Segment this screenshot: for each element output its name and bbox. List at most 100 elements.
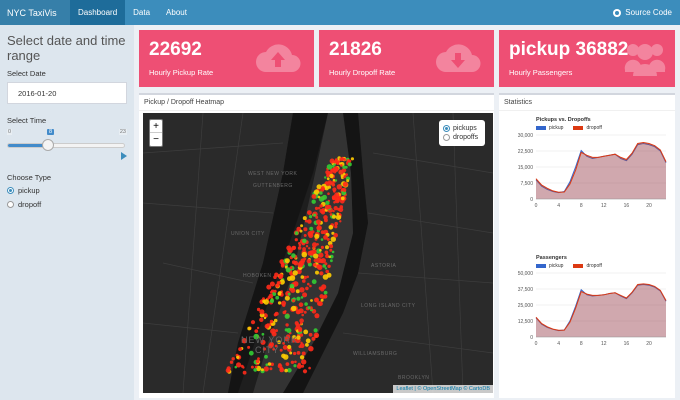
heat-dot (318, 286, 323, 290)
heat-dot (317, 195, 321, 199)
heatmap-box-title: Pickup / Dropoff Heatmap (139, 95, 494, 111)
heat-dot (302, 247, 306, 251)
heat-dot (267, 296, 271, 299)
heat-dot (286, 245, 292, 251)
slider-track[interactable] (7, 143, 125, 148)
heat-dot (264, 354, 268, 359)
date-label: Select Date (7, 69, 46, 78)
zoom-in-button[interactable]: + (150, 120, 162, 133)
app-title[interactable]: NYC TaxiVis (0, 0, 70, 25)
heat-dot (319, 271, 324, 276)
heat-dot (331, 214, 337, 219)
heat-dot (298, 345, 302, 348)
legend-item-dropoff: dropoff (573, 125, 602, 131)
heat-dot (266, 323, 270, 327)
heat-dot (333, 160, 337, 164)
heat-dot (331, 250, 335, 254)
heat-dot (314, 233, 320, 239)
layer-dropoffs-radio[interactable] (443, 134, 450, 141)
heat-dot (319, 204, 323, 208)
x-tick-label: 0 (535, 341, 538, 347)
tab-data[interactable]: Data (133, 8, 151, 17)
cloud-upload-icon (256, 44, 301, 72)
heat-dot (273, 289, 277, 293)
heat-dot (282, 345, 288, 350)
statistics-box-title: Statistics (499, 95, 675, 111)
layer-pickups-radio[interactable] (443, 125, 450, 132)
heat-dot (274, 344, 278, 348)
heat-dot (348, 159, 352, 163)
heat-dot (311, 336, 316, 341)
heat-dot (284, 295, 290, 301)
heat-dot (276, 281, 280, 285)
heat-dot (336, 212, 339, 216)
heat-dot (350, 157, 354, 161)
heat-dot (296, 296, 301, 301)
heat-dot (307, 219, 312, 224)
heat-dot (284, 258, 290, 264)
slider-value-label: 8 (47, 129, 55, 135)
y-tick-label: 7,500 (520, 181, 533, 187)
heat-dot (287, 344, 292, 350)
layer-pickups[interactable]: pickups (443, 125, 481, 132)
heat-dot (291, 299, 296, 303)
heat-dot (299, 287, 305, 293)
heat-dot (332, 209, 335, 213)
heat-dot (313, 213, 317, 217)
heat-dot (254, 329, 259, 333)
heat-dot (329, 213, 333, 216)
heat-dot (285, 323, 289, 327)
source-code-link[interactable]: Source Code (613, 0, 672, 25)
heat-dot (309, 250, 314, 255)
heat-dot (253, 333, 259, 340)
source-code-label: Source Code (625, 8, 672, 17)
heat-dot (339, 205, 344, 209)
heat-dot (290, 360, 295, 364)
heat-dot (247, 345, 251, 349)
x-tick-label: 16 (624, 203, 630, 209)
heat-dot (299, 267, 302, 270)
heat-dot (333, 190, 336, 193)
play-icon[interactable] (121, 152, 127, 160)
pickup-rate-value: 22692 (149, 39, 202, 60)
heat-dot (326, 238, 330, 241)
radio-pickup[interactable]: pickup (7, 186, 127, 195)
heat-dot (293, 351, 297, 356)
dropoff-rate-value: 21826 (329, 39, 382, 60)
heat-dot (330, 259, 333, 263)
heat-dot (325, 245, 329, 250)
map-attribution[interactable]: Leaflet | © OpenStreetMap © CartoDB (393, 385, 493, 393)
radio-pickup-indicator[interactable] (7, 187, 14, 194)
heat-dot (320, 298, 324, 302)
tab-dashboard[interactable]: Dashboard (70, 0, 126, 25)
date-input[interactable]: 2016-01-20 (7, 82, 127, 104)
heatmap-map[interactable]: WEST NEW YORK GUTTENBERG UNION CITY HOBO… (143, 113, 493, 393)
radio-dropoff[interactable]: dropoff (7, 200, 127, 209)
heat-dot (303, 329, 309, 335)
heat-dot (307, 306, 311, 310)
heat-dot (322, 187, 326, 191)
layer-dropoffs[interactable]: dropoffs (443, 134, 481, 141)
time-slider[interactable]: 0 8 23 (7, 129, 127, 163)
heat-dot (334, 192, 340, 198)
heat-dot (318, 252, 324, 258)
heat-dot (284, 313, 290, 319)
slider-handle[interactable] (42, 139, 55, 151)
zoom-out-button[interactable]: − (153, 134, 159, 145)
heat-dot (296, 335, 301, 340)
map-canvas[interactable] (143, 113, 493, 393)
y-tick-label: 25,000 (518, 303, 534, 309)
radio-dropoff-indicator[interactable] (7, 201, 14, 208)
y-tick-label: 50,000 (518, 271, 534, 277)
tab-about[interactable]: About (166, 8, 187, 17)
y-tick-label: 12,500 (518, 319, 534, 325)
heat-dot (269, 298, 275, 304)
heat-dot (277, 292, 282, 296)
heat-dot (329, 173, 334, 179)
heat-dot (270, 362, 274, 367)
layer-control: pickups dropoffs (439, 120, 485, 146)
value-box-dropoff-rate: 21826 Hourly Dropoff Rate (319, 30, 494, 87)
heat-dot (315, 270, 319, 275)
heat-dot (334, 158, 338, 161)
heat-dot (275, 295, 280, 300)
